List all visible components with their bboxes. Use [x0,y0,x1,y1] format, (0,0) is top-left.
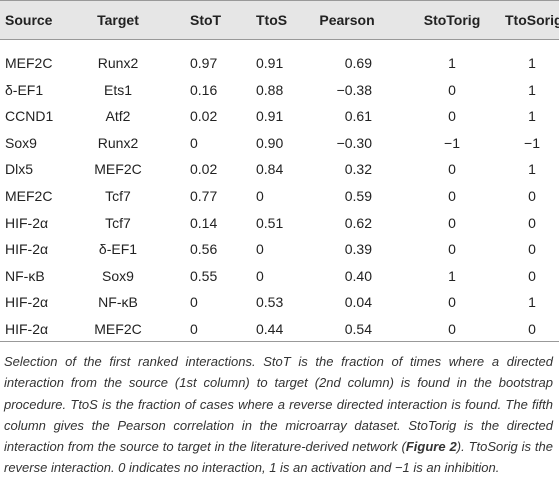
table-cell: MEF2C [94,161,142,178]
table-cell: 0 [448,214,456,231]
column-header: StoT [190,12,222,28]
table-bottom-rule [0,341,559,342]
table-cell: −1 [444,134,460,151]
column-header: Target [97,12,139,28]
table-cell: δ-EF1 [5,81,44,98]
table-cell: 0.39 [344,241,372,258]
table-cell: 0 [448,188,456,204]
table-cell: 1 [448,55,456,71]
table-cell: Runx2 [97,55,139,71]
table-cell: MEF2C [5,55,53,71]
table-cell: 0 [528,188,536,204]
table-cell: 0.88 [256,81,284,98]
table-cell: NF-κB [5,267,45,284]
table-cell: Sox9 [5,134,37,151]
table-cell: 0 [528,321,536,337]
table-cell: δ-EF1 [98,241,138,258]
table-cell: 0.02 [190,161,218,178]
table-cell: 0.59 [344,188,372,204]
column-header: Source [5,12,53,28]
table-cell: 0 [528,241,536,258]
table-cell: 0 [256,188,264,204]
table-caption: Selection of the first ranked interactio… [4,351,553,479]
table-cell: 0.91 [256,108,284,125]
table-cell: 0.61 [344,108,372,125]
table-cell: 0 [448,241,456,258]
table-cell: 0.97 [190,55,218,71]
column-header: StoTorig [423,12,481,28]
table-cell: 0 [190,294,198,311]
table-cell: 1 [528,81,536,98]
table-header-band [0,0,559,40]
table-cell: 0 [190,321,198,337]
table-cell: 0.77 [190,188,218,204]
table-cell: −1 [524,134,540,151]
table-cell: 0.84 [256,161,284,178]
caption-text: ). TtoSorig is the reverse interaction. … [4,439,553,476]
table-cell: 0 [448,321,456,337]
table-cell: 0.54 [344,321,372,337]
table-cell: 0.90 [256,134,284,151]
table-cell: 0.55 [190,267,218,284]
table-cell: 0 [190,134,198,151]
table-cell: 0.14 [190,214,218,231]
table-cell: 0.04 [344,294,372,311]
table-cell: 0.62 [344,214,372,231]
table-cell: HIF-2α [5,214,49,231]
table-cell: −0.38 [336,81,372,98]
caption-text: Selection of the first ranked interactio… [4,354,553,455]
table-cell: 0 [448,294,456,311]
table-cell: Dlx5 [5,161,34,178]
table-cell: Tcf7 [105,214,131,231]
table-cell: 0.53 [256,294,284,311]
table-cell: Runx2 [97,134,139,151]
table-cell: CCND1 [5,108,54,125]
table-cell: 0.91 [256,55,284,71]
table-cell: Ets1 [103,81,132,98]
table-cell: 1 [528,55,536,71]
table-cell: 0.02 [190,108,218,125]
table-cell: 0 [256,241,264,258]
table-cell: MEF2C [5,188,53,204]
table-cell: 0 [256,267,264,284]
column-header: TtoSorig [505,12,559,28]
table-cell: 0.44 [256,321,284,337]
table-cell: HIF-2α [5,241,49,258]
table-cell: 0 [448,108,456,125]
table-cell: 0 [528,214,536,231]
table-cell: HIF-2α [5,321,49,337]
table-cell: 0 [448,81,456,98]
table-cell: NF-κB [98,294,138,311]
table-cell: Atf2 [105,108,131,125]
table-cell: 1 [528,108,536,125]
table-cell: MEF2C [94,321,142,337]
table-cell: 0.40 [344,267,372,284]
column-header: Pearson [319,12,375,28]
table-cell: 1 [528,294,536,311]
table-cell: Sox9 [102,267,134,284]
caption-figure-ref: Figure 2 [405,439,457,455]
table-cell: HIF-2α [5,294,49,311]
table-cell: 0.16 [190,81,218,98]
table-cell: 1 [448,267,456,284]
table-cell: 0 [528,267,536,284]
table-cell: Tcf7 [105,188,131,204]
table-cell: 0.56 [190,241,218,258]
table-cell: 1 [528,161,536,178]
table-cell: −0.30 [336,134,372,151]
table-cell: 0.32 [344,161,372,178]
table-cell: 0.51 [256,214,284,231]
column-header: TtoS [256,12,288,28]
table-cell: 0.69 [344,55,372,71]
table-cell: 0 [448,161,456,178]
